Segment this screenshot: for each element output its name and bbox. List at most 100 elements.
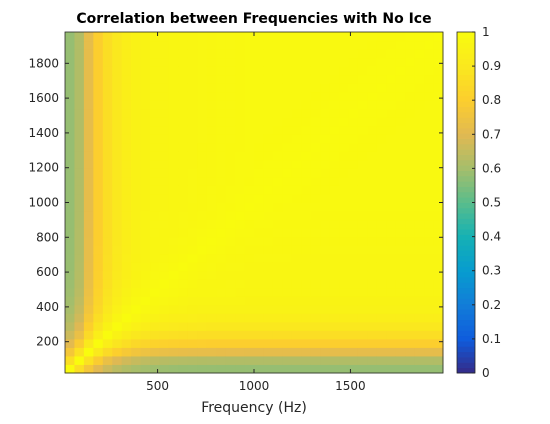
heatmap-cell (348, 185, 359, 195)
heatmap-cell (348, 253, 359, 263)
heatmap-cell (187, 364, 198, 374)
heatmap-cell (254, 364, 264, 374)
heatmap-cell (83, 219, 94, 229)
heatmap-cell (367, 40, 378, 50)
heatmap-cell (291, 245, 302, 255)
heatmap-cell (339, 347, 349, 357)
heatmap-cell (197, 211, 208, 221)
heatmap-cell (291, 159, 302, 169)
heatmap-cell (65, 202, 75, 212)
heatmap-cell (386, 355, 397, 365)
heatmap-cell (159, 304, 170, 314)
heatmap-cell (348, 338, 359, 348)
heatmap-cell (386, 117, 397, 127)
heatmap-cell (424, 117, 435, 127)
heatmap-cell (102, 202, 113, 212)
heatmap-cell (83, 83, 94, 93)
heatmap-cell (272, 185, 283, 195)
heatmap-cell (244, 185, 255, 195)
heatmap-cell (348, 211, 359, 221)
heatmap-cell (405, 49, 416, 59)
heatmap-cell (93, 32, 104, 42)
heatmap-cell (339, 176, 349, 186)
colorbar-segment (457, 95, 475, 102)
heatmap-cell (102, 74, 113, 84)
heatmap-cell (395, 32, 406, 42)
heatmap-cell (121, 253, 132, 263)
heatmap-cell (367, 32, 378, 42)
colorbar-segment (457, 239, 475, 246)
colorbar-segment (457, 90, 475, 97)
heatmap-cell (395, 330, 406, 340)
heatmap-cell (168, 228, 179, 238)
heatmap-cell (121, 125, 132, 135)
heatmap-cell (310, 228, 321, 238)
heatmap-cell (83, 202, 94, 212)
heatmap-cell (301, 142, 312, 152)
heatmap-cell (339, 32, 349, 42)
heatmap-cell (310, 236, 321, 246)
heatmap-cell (121, 279, 132, 289)
heatmap-cell (357, 321, 368, 331)
heatmap-cell (357, 338, 368, 348)
heatmap-cell (140, 236, 151, 246)
heatmap-cell (74, 168, 85, 178)
heatmap-cell (74, 313, 85, 323)
heatmap-cell (121, 40, 132, 50)
heatmap-cell (168, 91, 179, 101)
heatmap-cell (112, 185, 123, 195)
heatmap-cell (206, 262, 217, 272)
heatmap-cell (121, 270, 132, 280)
heatmap-cell (159, 185, 170, 195)
heatmap-cell (433, 262, 444, 272)
heatmap-cell (235, 211, 246, 221)
heatmap-cell (414, 321, 425, 331)
heatmap-cell (424, 219, 435, 229)
heatmap-cell (357, 262, 368, 272)
heatmap-cell (424, 83, 435, 93)
heatmap-cell (102, 364, 113, 374)
heatmap-cell (367, 364, 378, 374)
heatmap-cell (272, 262, 283, 272)
heatmap-cell (348, 202, 359, 212)
heatmap-cell (206, 279, 217, 289)
heatmap-cell (178, 176, 189, 186)
heatmap-cell (424, 74, 435, 84)
heatmap-cell (405, 74, 416, 84)
heatmap-cell (140, 338, 151, 348)
heatmap-cell (310, 40, 321, 50)
heatmap-cell (150, 219, 160, 229)
heatmap-cell (216, 159, 227, 169)
heatmap-cell (263, 338, 274, 348)
heatmap-cell (150, 168, 160, 178)
heatmap-cell (131, 57, 142, 67)
heatmap-cell (386, 49, 397, 59)
heatmap-cell (235, 83, 246, 93)
heatmap-cell (433, 125, 444, 135)
heatmap-cell (197, 134, 208, 144)
heatmap-cell (131, 338, 142, 348)
colorbar-segment (457, 133, 475, 139)
heatmap-cell (140, 279, 151, 289)
heatmap-cell (301, 219, 312, 229)
heatmap-cell (74, 151, 85, 161)
heatmap-cell (131, 100, 142, 110)
heatmap-cell (386, 176, 397, 186)
heatmap-cell (291, 262, 302, 272)
heatmap-cell (367, 57, 378, 67)
heatmap-cell (320, 134, 331, 144)
heatmap-cell (93, 202, 104, 212)
heatmap-cell (112, 117, 123, 127)
heatmap-cell (367, 211, 378, 221)
heatmap-cell (244, 57, 255, 67)
heatmap-cell (74, 142, 85, 152)
heatmap-cell (178, 168, 189, 178)
heatmap-cell (93, 279, 104, 289)
heatmap-cell (150, 100, 160, 110)
heatmap-cell (282, 287, 293, 297)
heatmap-cell (178, 185, 189, 195)
heatmap-cell (254, 117, 264, 127)
heatmap-cell (376, 364, 387, 374)
heatmap-cell (272, 49, 283, 59)
heatmap-cell (206, 57, 217, 67)
